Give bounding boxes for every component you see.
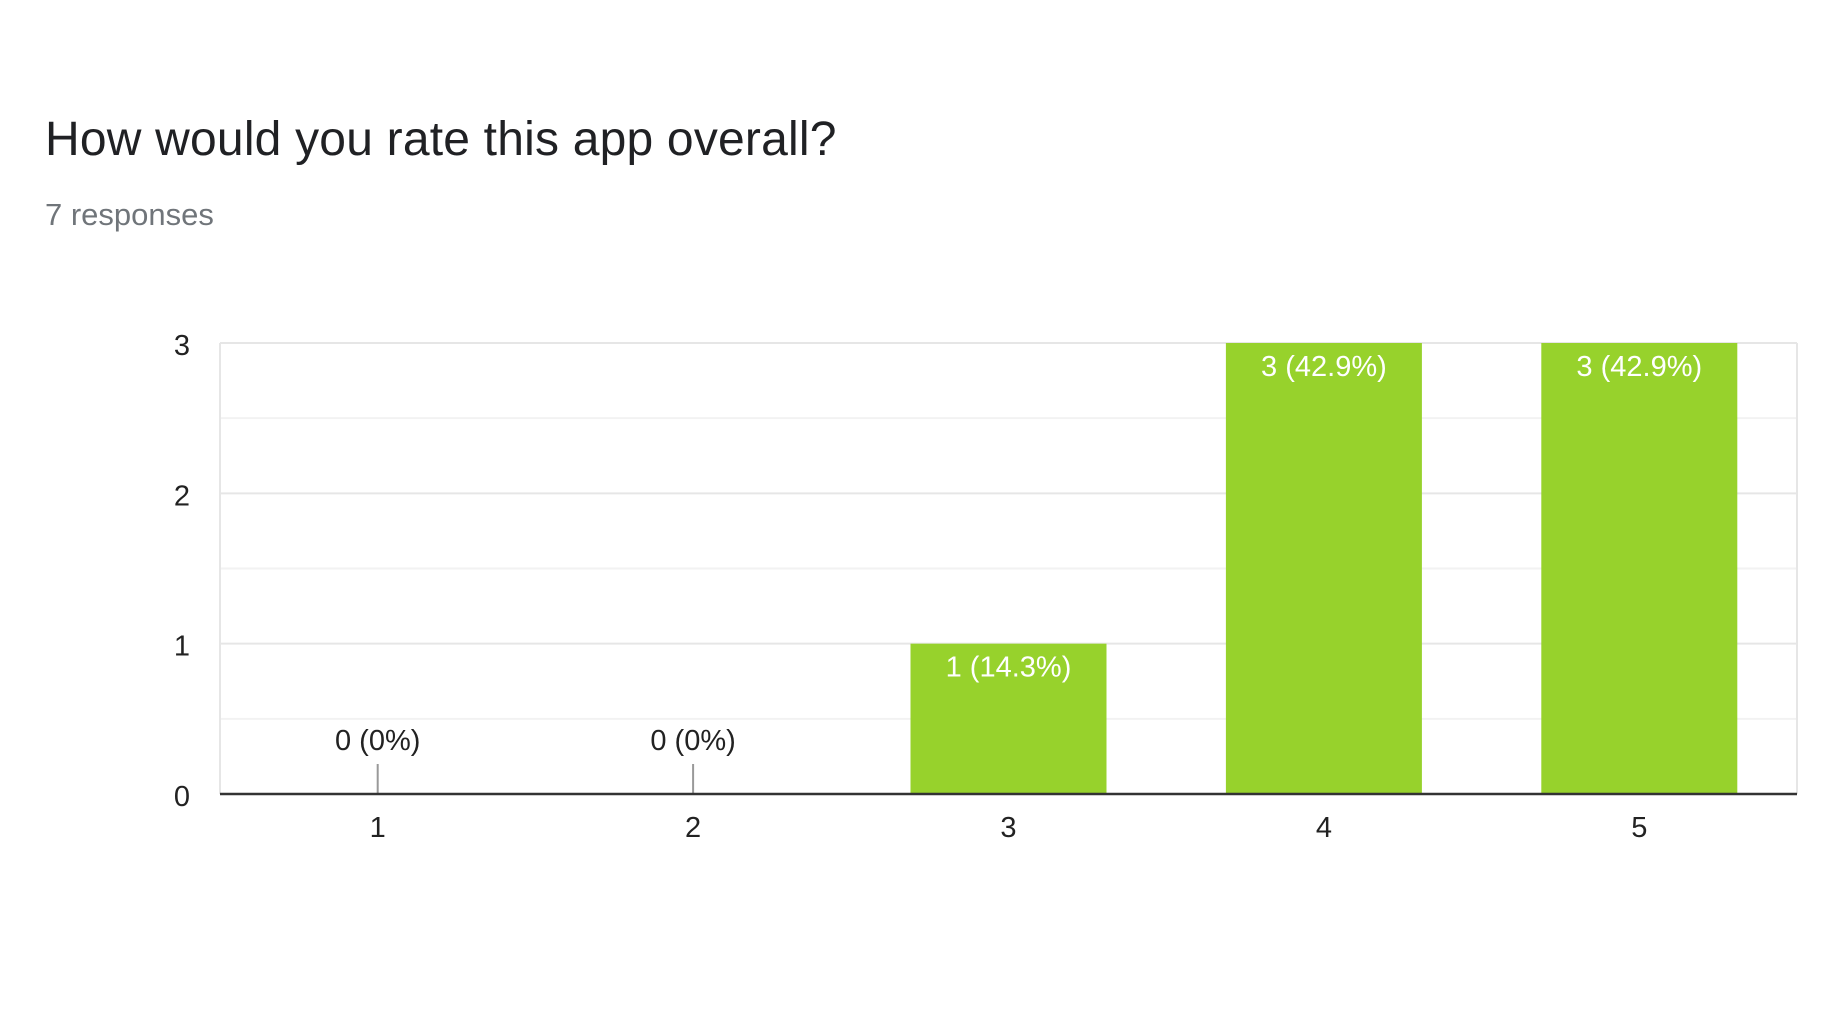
y-tick-label: 3	[174, 330, 190, 362]
x-tick-label: 3	[1000, 812, 1016, 844]
bar-4	[1225, 343, 1422, 794]
x-tick-label: 1	[370, 812, 386, 844]
data-label: 3 (42.9%)	[1261, 351, 1387, 383]
response-count: 7 responses	[45, 197, 214, 232]
data-label: 0 (0%)	[650, 725, 735, 757]
y-tick-label: 1	[174, 631, 190, 663]
question-title: How would you rate this app overall?	[45, 113, 837, 166]
data-label: 3 (42.9%)	[1576, 351, 1702, 383]
bar-3	[910, 643, 1107, 794]
x-tick-label: 5	[1631, 812, 1647, 844]
data-label: 0 (0%)	[335, 725, 420, 757]
y-tick-label: 0	[174, 781, 190, 813]
y-tick-label: 2	[174, 480, 190, 512]
bar-5	[1541, 343, 1738, 794]
x-tick-label: 2	[685, 812, 701, 844]
data-label: 1 (14.3%)	[946, 652, 1072, 684]
x-tick-label: 4	[1316, 812, 1332, 844]
